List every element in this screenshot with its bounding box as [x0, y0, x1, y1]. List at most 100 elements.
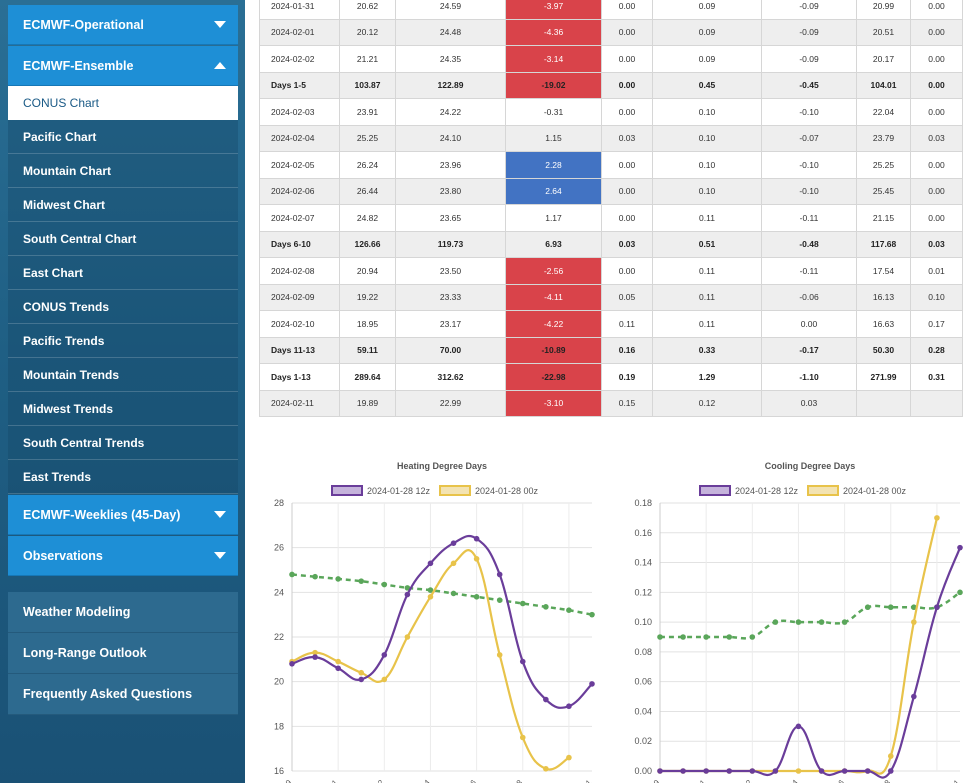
data-point: [934, 604, 940, 611]
table-cell: 0.28: [910, 336, 963, 364]
table-cell: 23.96: [395, 151, 506, 179]
table-cell: 20.12: [339, 18, 396, 46]
sidebar-item-pacific-chart[interactable]: Pacific Chart: [8, 120, 238, 154]
menu-observations: Observations: [8, 536, 238, 576]
sidebar-item-east-chart[interactable]: East Chart: [8, 256, 238, 290]
data-point: [450, 560, 457, 567]
table-cell: [910, 389, 963, 417]
legend-swatch: [699, 485, 731, 496]
sidebar-item-pacific-trends[interactable]: Pacific Trends: [8, 324, 238, 358]
table-cell: 21.21: [339, 45, 396, 73]
faq-link[interactable]: Frequently Asked Questions: [8, 674, 238, 715]
sidebar-item-conus-chart[interactable]: CONUS Chart: [8, 86, 238, 120]
data-point: [496, 652, 503, 658]
table-cell-label: 2024-02-01: [259, 18, 340, 46]
table-cell: 24.35: [395, 45, 506, 73]
table-cell: 0.11: [652, 257, 762, 285]
data-point: [473, 556, 480, 562]
data-point: [589, 681, 595, 687]
table-cell-label: Days 1-13: [259, 363, 340, 391]
y-tick-label: 16: [274, 766, 284, 776]
data-point: [887, 768, 894, 774]
chevron-up-icon[interactable]: [214, 62, 226, 69]
table-cell: 23.50: [395, 257, 506, 285]
table-row: 2024-02-03 23.91 24.22 -0.31 0.00 0.10 -0.10 22…: [259, 98, 963, 126]
table-cell-label: Days 11-13: [259, 336, 340, 364]
table-cell: 0.00: [601, 151, 653, 179]
ecmwf-operational-toggle[interactable]: ECMWF-Operational: [8, 5, 238, 45]
ecmwf-ensemble-toggle[interactable]: ECMWF-Ensemble: [8, 46, 238, 86]
table-cell: -4.11: [505, 283, 602, 311]
sidebar-item-conus-trends[interactable]: CONUS Trends: [8, 290, 238, 324]
table-cell-label: 2024-01-31: [259, 0, 340, 20]
table-cell: 0.00: [601, 0, 653, 20]
ecmwf-ensemble-label: ECMWF-Ensemble: [23, 58, 134, 73]
table-cell: 0.51: [652, 230, 762, 258]
sidebar-item-south-central-chart[interactable]: South Central Chart: [8, 222, 238, 256]
data-point: [543, 604, 549, 610]
table-cell: 20.99: [856, 0, 911, 20]
data-point: [703, 634, 709, 640]
y-tick-label: 0.14: [634, 558, 652, 568]
table-cell: 0.33: [652, 336, 762, 364]
x-tick-label: 11: [581, 778, 594, 783]
ecmwf-weeklies-label: ECMWF-Weeklies (45-Day): [23, 507, 181, 522]
table-cell: 26.24: [339, 151, 396, 179]
sidebar-item-midwest-chart[interactable]: Midwest Chart: [8, 188, 238, 222]
data-point: [749, 768, 756, 774]
table-cell-label: 2024-02-07: [259, 204, 340, 232]
sidebar-item-east-trends[interactable]: East Trends: [8, 460, 238, 494]
table-cell: 0.00: [601, 177, 653, 205]
x-tick-label: 31: [327, 778, 340, 783]
table-cell: -19.02: [505, 71, 602, 99]
table-cell: 25.25: [856, 151, 911, 179]
table-cell: 119.73: [395, 230, 506, 258]
sidebar-item-midwest-trends[interactable]: Midwest Trends: [8, 392, 238, 426]
table-cell: 103.87: [339, 71, 396, 99]
data-point: [358, 669, 365, 676]
table-cell: 21.15: [856, 204, 911, 232]
table-row: Days 6-10 126.66 119.73 6.93 0.03 0.51 -0.48 11…: [259, 230, 963, 258]
ecmwf-weeklies-toggle[interactable]: ECMWF-Weeklies (45-Day): [8, 495, 238, 535]
table-cell: 0.09: [652, 45, 762, 73]
table-cell: 2.64: [505, 177, 602, 205]
sidebar-item-mountain-trends[interactable]: Mountain Trends: [8, 358, 238, 392]
sidebar-item-mountain-chart[interactable]: Mountain Chart: [8, 154, 238, 188]
table-cell-label: 2024-02-03: [259, 98, 340, 126]
legend-label: 2024-01-28 12z: [367, 486, 431, 496]
ecmwf-operational-label: ECMWF-Operational: [23, 17, 144, 32]
x-tick-label: 08: [512, 778, 525, 783]
table-cell: -0.10: [761, 98, 857, 126]
table-row: 2024-02-10 18.95 23.17 -4.22 0.11 0.11 0.00 16.…: [259, 310, 963, 338]
long-range-outlook-link[interactable]: Long-Range Outlook: [8, 633, 238, 674]
y-tick-label: 24: [274, 587, 284, 597]
table-cell: 6.93: [505, 230, 602, 258]
table-cell: -0.10: [761, 177, 857, 205]
chevron-down-icon: [214, 21, 226, 28]
data-point: [289, 571, 295, 578]
y-tick-label: 0.16: [634, 528, 652, 538]
table-cell: 0.05: [601, 283, 653, 311]
data-point: [864, 604, 871, 611]
data-point: [312, 654, 318, 660]
legend-label: 2024-01-28 00z: [475, 486, 539, 496]
table-row: 2024-02-06 26.44 23.80 2.64 0.00 0.10 -0.10 25.…: [259, 177, 963, 205]
data-point: [519, 600, 526, 607]
y-tick-label: 0.06: [634, 677, 652, 687]
observations-toggle[interactable]: Observations: [8, 536, 238, 576]
data-point: [404, 591, 411, 598]
table-cell: 0.00: [910, 0, 963, 20]
table-cell: 50.30: [856, 336, 911, 364]
data-point: [680, 634, 686, 640]
data-point: [772, 768, 779, 774]
table-cell: 0.31: [910, 363, 963, 391]
data-point: [427, 560, 434, 567]
sidebar-item-south-central-trends[interactable]: South Central Trends: [8, 426, 238, 460]
weather-modeling-link[interactable]: Weather Modeling: [8, 592, 238, 633]
table-cell-label: 2024-02-05: [259, 151, 340, 179]
table-cell: 0.10: [910, 283, 963, 311]
table-cell-label: 2024-02-08: [259, 257, 340, 285]
legend-label: 2024-01-28 00z: [843, 486, 907, 496]
table-cell: 20.51: [856, 18, 911, 46]
data-point: [818, 619, 825, 625]
